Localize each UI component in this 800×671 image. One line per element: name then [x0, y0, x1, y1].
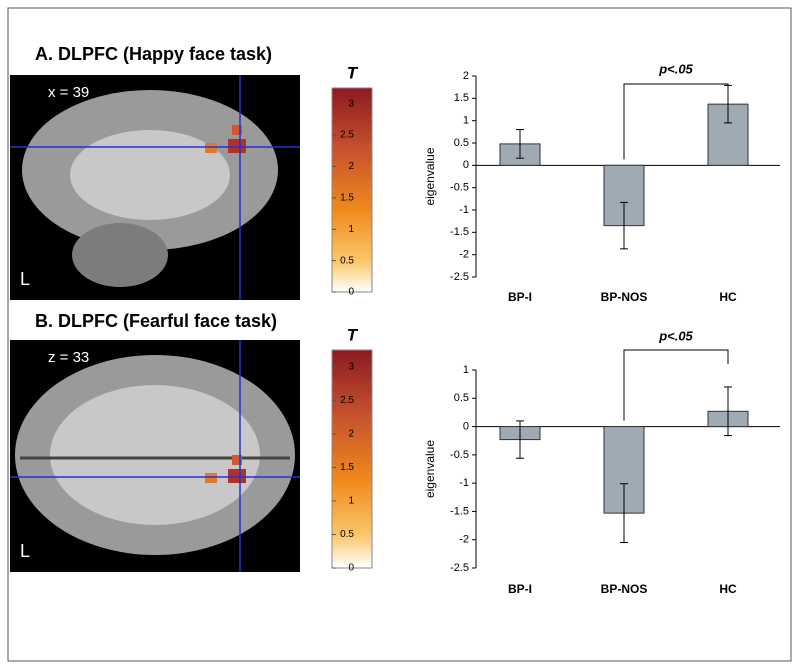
- significance-bracket: [623, 83, 729, 160]
- x-tick-label: HC: [719, 290, 737, 304]
- activation: [205, 143, 217, 153]
- orientation-label: L: [20, 269, 30, 289]
- brain-inner: [50, 385, 260, 525]
- colorbar-tick-label: 2: [348, 161, 354, 172]
- x-tick-label: HC: [719, 582, 737, 596]
- colorbar-tick-label: 0: [348, 563, 354, 574]
- y-tick-label: -2.5: [450, 562, 469, 574]
- colorbar-tick-label: 0.5: [340, 529, 354, 540]
- y-axis-label: eigenvalue: [423, 440, 437, 498]
- activation: [205, 473, 217, 483]
- colorbar: [331, 349, 373, 569]
- y-tick-label: 0.5: [454, 137, 469, 149]
- colorbar-tick-label: 1.5: [340, 462, 354, 473]
- y-tick-label: 0: [463, 420, 469, 432]
- panel-title: B. DLPFC (Fearful face task): [35, 311, 277, 331]
- colorbar-tick-label: 1: [348, 224, 354, 235]
- significance-bracket: [623, 349, 729, 421]
- y-tick-label: 0: [463, 159, 469, 171]
- image-label: z = 33: [48, 349, 89, 366]
- panel-title: A. DLPFC (Happy face task): [35, 44, 272, 64]
- y-tick-label: 1: [463, 115, 469, 127]
- brain-inner: [70, 130, 230, 220]
- colorbar-tick-label: 0.5: [340, 255, 354, 266]
- image-label: x = 39: [48, 84, 89, 101]
- colorbar-tick-label: 2: [348, 428, 354, 439]
- activation: [232, 125, 242, 135]
- x-tick-label: BP-NOS: [601, 582, 648, 596]
- colorbar-tick-label: 3: [348, 361, 354, 372]
- y-tick-label: -2: [459, 534, 469, 546]
- y-tick-label: -0.5: [450, 449, 469, 461]
- y-tick-label: -2.5: [450, 271, 469, 283]
- y-axis-label: eigenvalue: [423, 147, 437, 205]
- activation: [228, 139, 246, 153]
- cerebellum: [72, 223, 168, 287]
- colorbar: [331, 87, 373, 293]
- colorbar-label: T: [347, 63, 359, 82]
- y-tick-label: 0.5: [454, 392, 469, 404]
- frame: [7, 7, 792, 662]
- x-tick-label: BP-I: [508, 582, 532, 596]
- y-tick-label: 1.5: [454, 92, 469, 104]
- y-tick-label: 1: [463, 364, 469, 376]
- y-tick-label: -1: [459, 204, 469, 216]
- activation: [228, 469, 246, 483]
- y-tick-label: -2: [459, 249, 469, 261]
- colorbar-tick-label: 0: [348, 287, 354, 298]
- y-tick-label: -0.5: [450, 182, 469, 194]
- y-tick-label: 2: [463, 70, 469, 82]
- x-tick-label: BP-NOS: [601, 290, 648, 304]
- activation: [232, 455, 242, 465]
- colorbar-tick-label: 2.5: [340, 395, 354, 406]
- orientation-label: L: [20, 541, 30, 561]
- colorbar-tick-label: 1.5: [340, 192, 354, 203]
- colorbar-tick-label: 3: [348, 98, 354, 109]
- y-tick-label: -1.5: [450, 505, 469, 517]
- colorbar-tick-label: 1: [348, 496, 354, 507]
- significance-label: p<.05: [658, 328, 693, 343]
- x-tick-label: BP-I: [508, 290, 532, 304]
- colorbar-label: T: [347, 325, 359, 344]
- colorbar-tick-label: 2.5: [340, 130, 354, 141]
- significance-label: p<.05: [658, 61, 693, 76]
- y-tick-label: -1.5: [450, 226, 469, 238]
- y-tick-label: -1: [459, 477, 469, 489]
